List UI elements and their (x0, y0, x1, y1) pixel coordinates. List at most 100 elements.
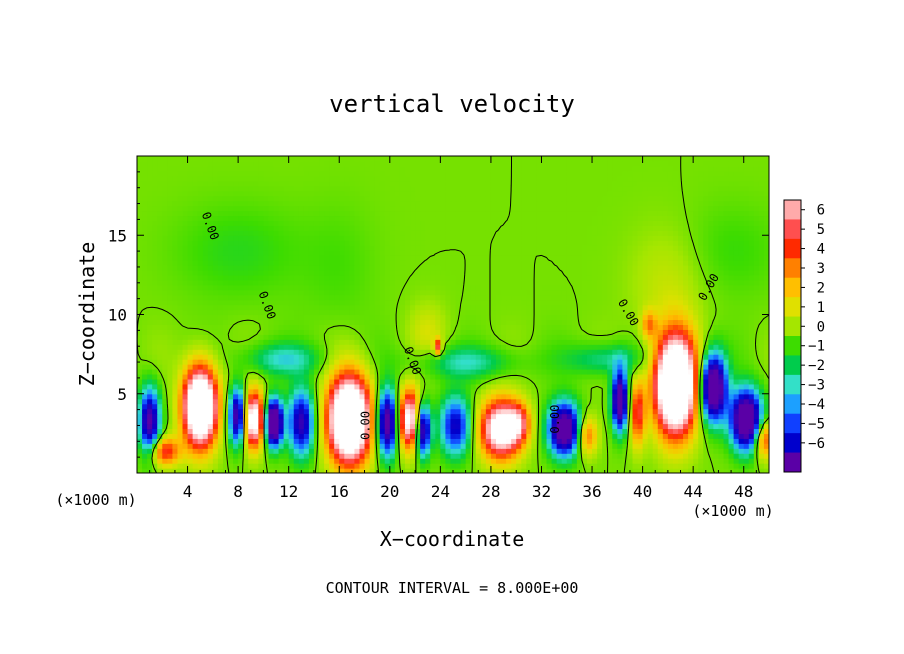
heatmap-cell (248, 334, 254, 340)
heatmap-cell (546, 349, 553, 355)
heatmap-cell (622, 403, 629, 410)
heatmap-cell (197, 274, 204, 281)
heatmap-cell (683, 433, 689, 439)
heatmap-cell (683, 383, 689, 390)
heatmap-cell (212, 388, 219, 395)
heatmap-cell (551, 294, 558, 301)
heatmap-cell (607, 373, 613, 380)
heatmap-cell (228, 443, 234, 449)
heatmap-cell (733, 398, 740, 405)
heatmap-cell (152, 438, 158, 444)
heatmap-cell (667, 393, 674, 400)
heatmap-cell (182, 418, 189, 425)
heatmap-cell (677, 334, 684, 340)
heatmap-cell (137, 334, 143, 340)
heatmap-cell (571, 284, 578, 291)
heatmap-cell (228, 359, 234, 365)
heatmap-cell (713, 334, 720, 340)
heatmap-cell (399, 408, 406, 415)
heatmap-cell (253, 349, 259, 355)
heatmap-cell (248, 324, 254, 330)
heatmap-cell (192, 378, 199, 385)
heatmap-cell (551, 423, 558, 430)
heatmap-cell (627, 453, 634, 459)
heatmap-cell (212, 443, 219, 449)
heatmap-cell (364, 373, 371, 380)
heatmap-cell (450, 438, 457, 444)
heatmap-cell (147, 463, 153, 469)
heatmap-cell (597, 448, 603, 454)
heatmap-cell (617, 428, 623, 434)
heatmap-cell (147, 413, 153, 420)
heatmap-cell (723, 383, 730, 390)
heatmap-cell (637, 274, 644, 281)
heatmap-cell (364, 319, 371, 325)
heatmap-cell (253, 339, 259, 345)
heatmap-cell (571, 299, 578, 306)
heatmap-cell (586, 403, 593, 410)
heatmap-cell (157, 349, 163, 355)
heatmap-cell (748, 413, 755, 420)
heatmap-cell (495, 274, 502, 281)
heatmap-cell (455, 458, 462, 464)
heatmap-cell (632, 314, 639, 321)
heatmap-cell (581, 284, 588, 291)
heatmap-cell (617, 378, 623, 385)
heatmap-cell (339, 368, 345, 375)
heatmap-cell (339, 453, 345, 459)
heatmap-cell (334, 418, 340, 425)
heatmap-cell (667, 364, 674, 370)
heatmap-cell (475, 289, 482, 296)
heatmap-cell (440, 289, 447, 296)
heatmap-cell (642, 458, 649, 464)
heatmap-cell (475, 393, 482, 400)
heatmap-cell (283, 364, 290, 370)
heatmap-cell (313, 334, 320, 340)
heatmap-cell (404, 279, 411, 286)
heatmap-cell (233, 383, 239, 390)
heatmap-cell (597, 349, 603, 355)
heatmap-cell (627, 433, 634, 439)
heatmap-cell (607, 403, 613, 410)
heatmap-cell (384, 418, 391, 425)
heatmap-cell (248, 388, 254, 395)
heatmap-cell (566, 413, 573, 420)
heatmap-cell (763, 378, 769, 385)
heatmap-cell (526, 319, 532, 325)
heatmap-cell (334, 344, 340, 350)
heatmap-cell (268, 309, 275, 316)
heatmap-cell (157, 294, 163, 301)
heatmap-cell (743, 463, 750, 469)
heatmap-cell (738, 324, 745, 330)
heatmap-cell (602, 393, 608, 400)
heatmap-cell (571, 368, 578, 375)
heatmap-cell (688, 359, 694, 365)
heatmap-cell (162, 314, 168, 321)
heatmap-cell (273, 398, 280, 405)
heatmap-cell (642, 274, 649, 281)
heatmap-cell (748, 378, 755, 385)
heatmap-cell (137, 468, 143, 473)
heatmap-cell (662, 373, 669, 380)
heatmap-cell (162, 433, 168, 439)
heatmap-cell (162, 443, 168, 449)
heatmap-cell (738, 393, 745, 400)
heatmap-cell (177, 408, 184, 415)
heatmap-cell (379, 359, 386, 365)
heatmap-cell (526, 373, 532, 380)
heatmap-cell (334, 354, 340, 360)
heatmap-cell (708, 364, 714, 370)
heatmap-cell (683, 279, 689, 286)
heatmap-cell (536, 279, 543, 286)
heatmap-cell (723, 368, 730, 375)
heatmap-cell (389, 458, 396, 464)
heatmap-cell (157, 403, 163, 410)
heatmap-cell (662, 428, 669, 434)
heatmap-cell (662, 383, 669, 390)
heatmap-cell (511, 443, 517, 449)
heatmap-cell (389, 443, 396, 449)
heatmap-cell (283, 468, 290, 473)
heatmap-cell (521, 329, 527, 335)
heatmap-cell (592, 349, 598, 355)
heatmap-cell (440, 433, 447, 439)
